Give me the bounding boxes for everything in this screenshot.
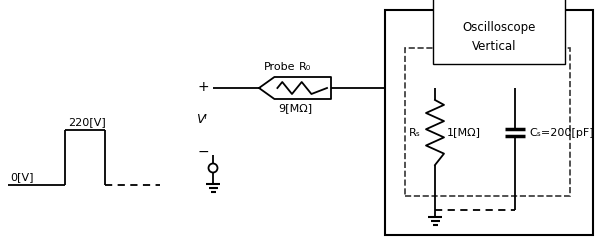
Text: 220[V]: 220[V]	[68, 117, 106, 127]
Text: Oscilloscope: Oscilloscope	[463, 21, 535, 34]
Text: −: −	[197, 145, 209, 159]
Text: Vᴵ: Vᴵ	[195, 113, 206, 126]
Bar	[385, 10, 593, 235]
Text: Rₛ: Rₛ	[409, 128, 421, 138]
Bar	[405, 48, 570, 196]
Text: Vertical: Vertical	[472, 40, 516, 52]
Text: Cₛ=200[pF]: Cₛ=200[pF]	[529, 128, 593, 138]
Text: Probe: Probe	[264, 62, 295, 72]
Text: 0[V]: 0[V]	[10, 172, 34, 182]
Text: 9[MΩ]: 9[MΩ]	[278, 103, 312, 113]
Text: +: +	[197, 80, 209, 94]
Text: 1[MΩ]: 1[MΩ]	[447, 128, 481, 138]
Text: R₀: R₀	[299, 62, 311, 72]
